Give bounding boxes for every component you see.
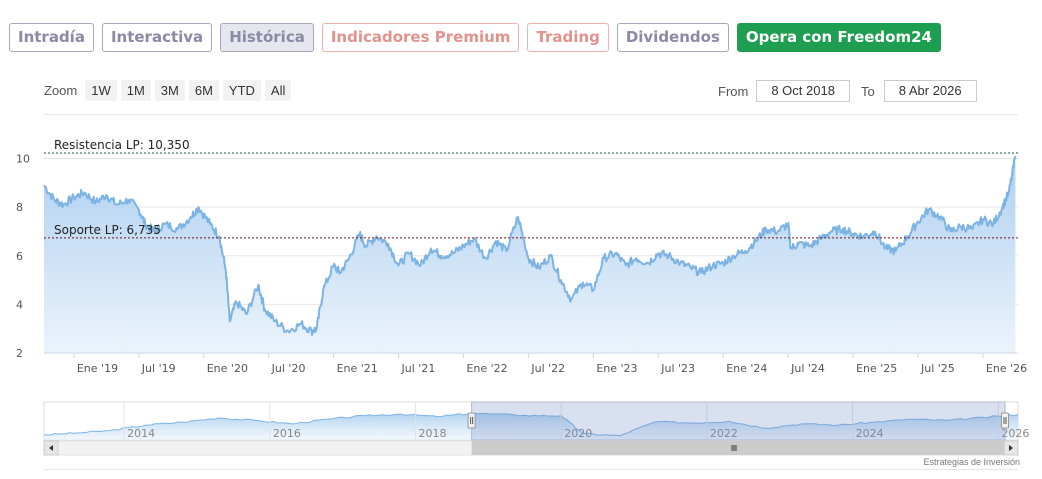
navigator-area <box>44 413 1018 440</box>
zoom-button-3m[interactable]: 3M <box>154 80 185 101</box>
navigator-line <box>43 412 1019 437</box>
x-tick-label: Ene '20 <box>207 362 248 375</box>
price-area <box>44 156 1016 353</box>
from-range: From 8 Oct 2018 <box>718 80 850 102</box>
navigator-selection[interactable] <box>471 401 1006 441</box>
navigator-tick-label: 2016 <box>273 427 301 440</box>
zoom-button-1m[interactable]: 1M <box>120 80 151 101</box>
navigator-tick-label: 2018 <box>419 427 447 440</box>
x-tick-label: Jul '24 <box>790 362 825 375</box>
from-label: From <box>718 83 749 99</box>
x-tick-label: Ene '25 <box>856 362 897 375</box>
x-tick-label: Jul '20 <box>271 362 306 375</box>
to-date-input[interactable]: 8 Abr 2026 <box>883 80 977 102</box>
top-divider <box>44 114 1018 115</box>
price-line <box>43 155 1017 336</box>
tab-indicadores-premium[interactable]: Indicadores Premium <box>321 23 520 52</box>
x-tick-label: Jul '25 <box>920 362 955 375</box>
navigator-tick-label: 2026 <box>1001 427 1029 440</box>
y-tick-label: 4 <box>16 298 23 311</box>
zoom-button-all[interactable]: All <box>264 80 292 101</box>
x-tick-label: Jul '21 <box>401 362 436 375</box>
chevron-right-icon <box>1009 445 1013 451</box>
tab-trading[interactable]: Trading <box>527 23 609 52</box>
zoom-bar: Zoom 1W 1M 3M 6M YTD All <box>44 80 292 101</box>
x-tick-label: Ene '23 <box>596 362 637 375</box>
zoom-button-ytd[interactable]: YTD <box>222 80 261 101</box>
zoom-button-1w[interactable]: 1W <box>85 80 117 101</box>
bottom-divider <box>44 469 1018 470</box>
zoom-button-6m[interactable]: 6M <box>188 80 219 101</box>
chart-credit: Estrategias de Inversión <box>923 457 1020 467</box>
x-tick-label: Ene '21 <box>337 362 378 375</box>
x-tick-label: Ene '22 <box>466 362 507 375</box>
x-tick-label: Jul '22 <box>530 362 565 375</box>
navigator-right-handle[interactable] <box>1001 412 1009 429</box>
resistance-label: Resistencia LP: 10,350 <box>54 138 190 152</box>
navigator-tick-label: 2014 <box>127 427 155 440</box>
tab-interactiva[interactable]: Interactiva <box>101 23 213 52</box>
y-tick-label: 8 <box>16 201 23 214</box>
tab-dividendos[interactable]: Dividendos <box>616 23 729 52</box>
x-tick-label: Jul '19 <box>141 362 176 375</box>
tab-bar: Intradía Interactiva Histórica Indicadores … <box>9 23 941 52</box>
navigator-left-handle[interactable] <box>467 412 476 429</box>
navigator-tick-label: 2022 <box>710 427 738 440</box>
tab-opera-con-freedom24[interactable]: Opera con Freedom24 <box>736 23 941 52</box>
from-date-input[interactable]: 8 Oct 2018 <box>756 80 850 102</box>
y-tick-label: 6 <box>16 250 23 263</box>
navigator-tick-label: 2020 <box>564 427 592 440</box>
y-tick-label: 10 <box>16 153 30 166</box>
tab-intradía[interactable]: Intradía <box>9 23 94 52</box>
zoom-buttons: 1W 1M 3M 6M YTD All <box>85 80 292 101</box>
x-tick-label: Ene '19 <box>77 362 118 375</box>
x-tick-label: Ene '26 <box>986 362 1027 375</box>
tab-histórica[interactable]: Histórica <box>220 23 314 52</box>
x-tick-label: Ene '24 <box>726 362 767 375</box>
y-tick-label: 2 <box>16 347 23 360</box>
zoom-label: Zoom <box>44 83 78 98</box>
scrollbar-thumb[interactable] <box>471 441 1004 455</box>
to-label: To <box>861 83 875 99</box>
to-range: To 8 Abr 2026 <box>861 80 977 102</box>
navigator-tick-label: 2024 <box>856 427 884 440</box>
x-tick-label: Jul '23 <box>660 362 695 375</box>
chevron-left-icon <box>49 445 53 451</box>
support-label: Soporte LP: 6,735 <box>54 223 161 237</box>
